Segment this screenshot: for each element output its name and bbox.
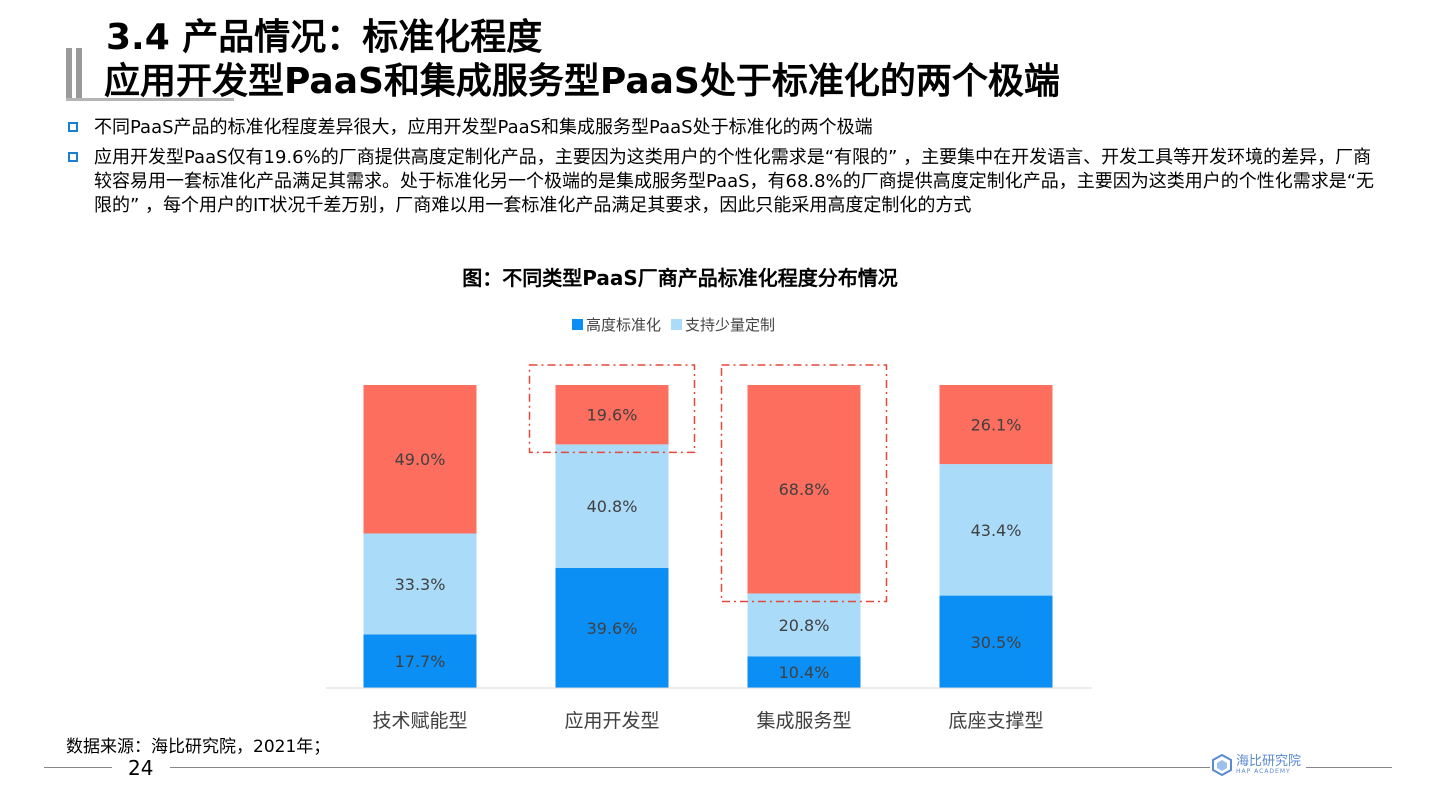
- highlight-box: [720, 364, 888, 603]
- bar-segment: [363, 533, 477, 635]
- data-label: 20.8%: [779, 616, 830, 635]
- bar-segment: [939, 464, 1053, 596]
- x-tick-label: 集成服务型: [756, 710, 851, 732]
- x-tick-label: 技术赋能型: [372, 710, 467, 732]
- data-label: 40.8%: [587, 497, 638, 516]
- data-label: 17.7%: [395, 652, 446, 671]
- data-label: 19.6%: [587, 406, 638, 425]
- legend-swatch: [572, 319, 583, 330]
- footer-divider: [170, 767, 1210, 768]
- page-title: 3.4 产品情况：标准化程度: [106, 17, 543, 58]
- data-label: 43.4%: [971, 521, 1022, 540]
- footer-logo: 海比研究院 HAP ACADEMY: [1212, 754, 1301, 776]
- data-label: 39.6%: [587, 619, 638, 638]
- bar-segment: [555, 568, 669, 688]
- bullet-text: 不同PaaS产品的标准化程度差异很大，应用开发型PaaS和集成服务型PaaS处于…: [94, 117, 873, 138]
- bar-segment: [939, 385, 1053, 465]
- bullet-item: 应用开发型PaaS仅有19.6%的厂商提供高度定制化产品，主要因为这类用户的个性…: [66, 146, 1376, 218]
- logo-subtext: HAP ACADEMY: [1236, 768, 1291, 775]
- bullet-square-icon: [68, 122, 78, 132]
- data-label: 49.0%: [395, 450, 446, 469]
- title-underline: [66, 98, 234, 101]
- data-source-note: 数据来源：海比研究院，2021年；: [66, 737, 331, 757]
- x-tick-label: 应用开发型: [564, 710, 659, 732]
- bar-segment: [363, 385, 477, 534]
- hap-logo-icon: [1212, 754, 1232, 776]
- bullet-square-icon: [68, 152, 78, 162]
- bar-segment: [747, 385, 861, 594]
- page-number: 24: [128, 756, 154, 780]
- bar-segment: [747, 656, 861, 688]
- legend-item: 支持少量定制: [671, 314, 775, 335]
- title-decoration-bar: [76, 48, 82, 100]
- legend-label: 高度标准化: [586, 316, 662, 334]
- data-label: 68.8%: [779, 480, 830, 499]
- bullet-list: 不同PaaS产品的标准化程度差异很大，应用开发型PaaS和集成服务型PaaS处于…: [66, 116, 1376, 224]
- bar-segment: [555, 385, 669, 445]
- x-tick-label: 底座支撑型: [948, 710, 1043, 732]
- bar-segment: [555, 444, 669, 569]
- data-label: 26.1%: [971, 416, 1022, 435]
- data-label: 33.3%: [395, 575, 446, 594]
- bar-segment: [747, 593, 861, 657]
- footer-divider: [1306, 767, 1392, 768]
- bar-segment: [363, 634, 477, 688]
- bullet-text: 应用开发型PaaS仅有19.6%的厂商提供高度定制化产品，主要因为这类用户的个性…: [94, 147, 1375, 216]
- legend-item: 高度标准化: [572, 314, 661, 335]
- title-decoration-bar: [66, 48, 72, 100]
- page-subtitle: 应用开发型PaaS和集成服务型PaaS处于标准化的两个极端: [104, 61, 1060, 102]
- legend-label: 支持少量定制: [685, 316, 776, 334]
- data-label: 10.4%: [779, 663, 830, 682]
- footer-divider: [44, 767, 112, 768]
- data-label: 30.5%: [971, 633, 1022, 652]
- logo-text: 海比研究院: [1236, 754, 1302, 769]
- bar-segment: [939, 595, 1053, 688]
- legend-swatch: [671, 319, 683, 330]
- chart-title: 图：不同类型PaaS厂商产品标准化程度分布情况: [462, 266, 898, 290]
- bullet-item: 不同PaaS产品的标准化程度差异很大，应用开发型PaaS和集成服务型PaaS处于…: [66, 116, 1376, 140]
- chart-legend: 高度标准化 支持少量定制: [572, 314, 775, 335]
